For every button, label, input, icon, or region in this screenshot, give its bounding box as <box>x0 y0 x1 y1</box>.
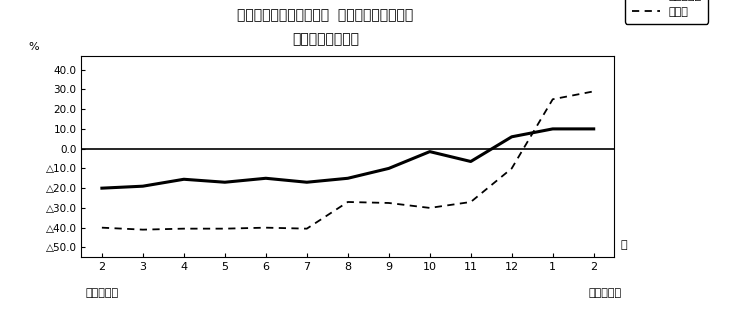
Text: （規模５人以上）: （規模５人以上） <box>292 33 359 46</box>
Text: %: % <box>28 42 38 52</box>
Text: 第２図　所定外労働時間  対前年同月比の推移: 第２図 所定外労働時間 対前年同月比の推移 <box>238 8 414 22</box>
Legend: 調査産業計, 製造業: 調査産業計, 製造業 <box>625 0 708 24</box>
Text: 平成２１年: 平成２１年 <box>85 288 118 298</box>
Text: 平成２２年: 平成２２年 <box>588 288 622 298</box>
Text: 月: 月 <box>620 240 627 250</box>
